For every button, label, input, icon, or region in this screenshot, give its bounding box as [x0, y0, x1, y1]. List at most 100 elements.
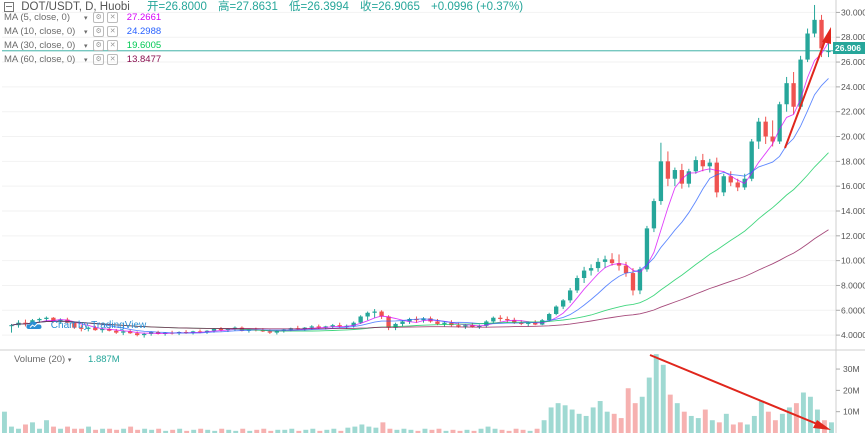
candle-body — [274, 330, 280, 333]
chevron-down-icon[interactable]: ▾ — [84, 57, 88, 65]
settings-icon[interactable]: ⚙ — [93, 26, 105, 37]
trend-arrow-up-head — [822, 27, 831, 44]
candle-body — [693, 160, 698, 172]
volume-bar — [135, 429, 141, 433]
indicator-label: MA (5, close, 0) — [4, 12, 70, 24]
candle-body — [512, 320, 517, 323]
price-tick-label: 30.0000 — [841, 7, 865, 17]
high-label: 高 — [218, 1, 230, 13]
candle-body — [456, 325, 461, 327]
volume-bar — [485, 426, 491, 433]
volume-bar — [72, 428, 77, 433]
chevron-down-icon[interactable]: ▾ — [84, 15, 88, 23]
volume-bar — [492, 428, 498, 433]
candle-body — [805, 33, 810, 60]
candle-body — [128, 331, 133, 334]
volume-bar — [429, 429, 435, 433]
settings-icon[interactable]: ⚙ — [93, 12, 105, 23]
price-tick-label: 24.0000 — [841, 82, 865, 92]
volume-bar — [93, 429, 99, 433]
candle-body — [554, 306, 559, 315]
candle-body — [505, 318, 510, 321]
volume-bar — [639, 396, 645, 433]
candle-body — [114, 330, 119, 333]
volume-bar — [660, 364, 666, 433]
volume-bar — [653, 354, 659, 433]
volume-bar — [702, 409, 708, 433]
indicator-value: 19.6005 — [126, 40, 162, 52]
close-icon[interactable]: ✕ — [107, 54, 119, 65]
ohlc-values: 开=26.8000 高=27.8631 低=26.3994 收=26.9065 … — [147, 1, 524, 13]
volume-bar — [457, 430, 463, 433]
candle-body — [44, 317, 49, 319]
indicator-ma30[interactable]: MA (30, close, 0) ▾ ⚙ ✕ 19.6005 — [4, 40, 161, 51]
volume-bar — [100, 428, 106, 433]
volume-bar — [807, 396, 813, 433]
chevron-down-icon[interactable]: ▾ — [67, 357, 72, 364]
open-label: 开 — [147, 1, 159, 13]
candle-body — [602, 259, 608, 262]
settings-icon[interactable]: ⚙ — [93, 54, 105, 65]
volume-bar — [65, 426, 70, 433]
candle-body — [372, 311, 377, 313]
indicator-value: 27.2661 — [126, 12, 162, 24]
chevron-down-icon[interactable]: ▾ — [84, 29, 88, 37]
indicator-value: 13.8477 — [126, 54, 162, 66]
candle-body — [581, 270, 587, 279]
volume-bar — [625, 388, 631, 433]
volume-bar — [422, 428, 428, 433]
close-icon[interactable]: ✕ — [107, 26, 119, 37]
volume-bar — [387, 428, 393, 433]
volume-legend[interactable]: Volume (20) ▾ 1.887M — [14, 354, 120, 365]
volume-bar — [324, 429, 330, 433]
volume-bar — [709, 420, 715, 433]
candle-body — [463, 325, 468, 327]
chevron-down-icon[interactable]: ▾ — [84, 43, 88, 51]
volume-bar — [758, 401, 764, 433]
volume-bar — [23, 424, 28, 433]
volume-bar — [37, 428, 42, 433]
candle-body — [309, 326, 314, 328]
price-tick-label: 12.0000 — [841, 231, 865, 241]
volume-bar — [212, 430, 218, 433]
volume-bar — [170, 429, 176, 433]
candle-body — [686, 171, 692, 184]
candle-body — [260, 330, 266, 332]
candle-body — [595, 261, 601, 269]
trend-arrow-down-head — [813, 420, 831, 430]
candle-body — [714, 162, 719, 193]
volume-bar — [2, 411, 7, 433]
volume-bar — [751, 415, 757, 433]
indicator-ma10[interactable]: MA (10, close, 0) ▾ ⚙ ✕ 24.2988 — [4, 26, 161, 37]
symbol-title[interactable]: DOT/USDT, D, Huobi — [21, 1, 130, 13]
volume-bar — [121, 428, 127, 433]
indicator-ma60[interactable]: MA (60, close, 0) ▾ ⚙ ✕ 13.8477 — [4, 54, 161, 65]
candle-body — [770, 136, 775, 142]
minus-square-icon[interactable] — [4, 1, 14, 12]
volume-bar — [331, 428, 337, 433]
volume-bar — [583, 415, 589, 433]
candle-body — [567, 290, 573, 301]
volume-bar — [688, 415, 694, 433]
candle-body — [218, 328, 224, 331]
tradingview-watermark[interactable]: Chart by TradingView — [26, 320, 146, 331]
moving-average-lines — [11, 42, 829, 335]
candle-body — [658, 161, 664, 202]
candle-body — [442, 322, 447, 324]
candle-body — [756, 121, 761, 142]
volume-bar — [289, 428, 295, 433]
volume-bar — [506, 430, 512, 433]
volume-series — [2, 354, 834, 433]
candle-body — [142, 333, 147, 336]
volume-bar — [667, 394, 673, 433]
price-tick-label: 10.0000 — [841, 256, 865, 266]
settings-icon[interactable]: ⚙ — [93, 40, 105, 51]
volume-bar — [142, 428, 148, 433]
close-icon[interactable]: ✕ — [107, 40, 119, 51]
trend-arrows[interactable] — [649, 27, 831, 430]
indicator-ma5[interactable]: MA (5, close, 0) ▾ ⚙ ✕ 27.2661 — [4, 12, 161, 23]
close-icon[interactable]: ✕ — [107, 12, 119, 23]
volume-bar — [646, 377, 652, 433]
